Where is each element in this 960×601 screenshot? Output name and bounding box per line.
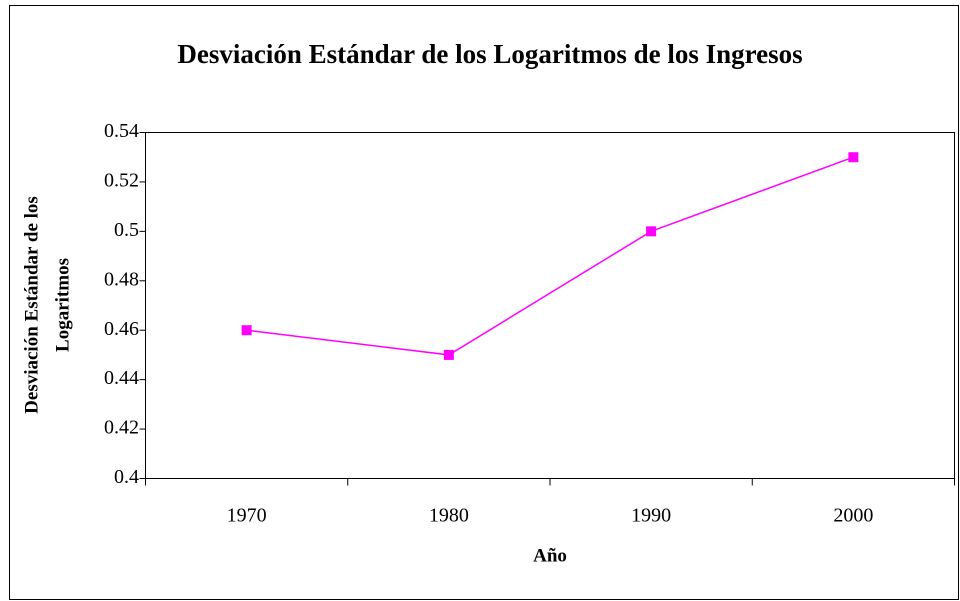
x-tick-label: 1990 (631, 505, 671, 527)
y-tick-label: 0.5 (114, 219, 139, 241)
y-axis-title: Desviación Estándar de los (21, 196, 42, 414)
x-tick-label: 1980 (429, 505, 469, 527)
marker (646, 226, 657, 237)
x-tick-label: 2000 (833, 505, 873, 527)
x-tick-label: 1970 (227, 505, 267, 527)
marker (848, 152, 859, 163)
y-axis-title: Logaritmos (52, 258, 73, 352)
chart-title: Desviación Estándar de los Logaritmos de… (177, 39, 802, 69)
y-tick-label: 0.4 (114, 466, 139, 488)
y-tick-label: 0.42 (104, 417, 139, 439)
marker (241, 325, 252, 336)
y-tick-label: 0.46 (104, 318, 139, 340)
y-tick-label: 0.52 (104, 170, 139, 192)
line (246, 156, 854, 356)
x-axis-title: Año (533, 545, 567, 566)
y-tick-label: 0.44 (104, 367, 139, 389)
marker (443, 349, 454, 360)
chart-border (9, 5, 959, 600)
y-tick-label: 0.48 (104, 268, 139, 290)
y-tick-label: 0.54 (104, 120, 139, 142)
